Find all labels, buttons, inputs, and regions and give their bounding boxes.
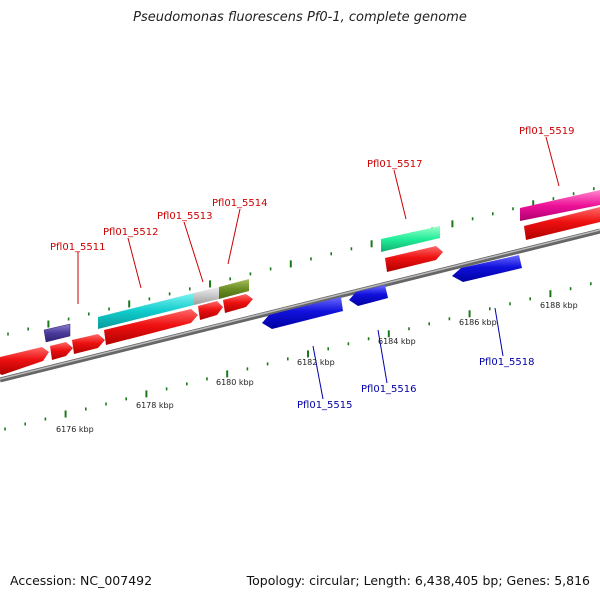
gene-feature-pfl01-5517[interactable] xyxy=(381,226,440,252)
gene-label-pfl01-5519[interactable]: Pfl01_5519 xyxy=(519,126,575,137)
gene-feature-pfl01-5513[interactable] xyxy=(194,287,219,305)
gene-label-pfl01-5518[interactable]: Pfl01_5518 xyxy=(479,357,535,368)
genome-backbone xyxy=(0,228,600,383)
cds-arrow[interactable] xyxy=(0,347,49,375)
gene-feature-pfl01-5519[interactable] xyxy=(520,190,600,221)
gene-feature[interactable] xyxy=(43,323,71,343)
gene-label-pfl01-5516[interactable]: Pfl01_5516 xyxy=(361,384,417,395)
gene-label-pfl01-5514[interactable]: Pfl01_5514 xyxy=(212,198,268,209)
scale-label: 6188 kbp xyxy=(540,301,578,310)
gene-feature-pfl01-5518[interactable] xyxy=(452,255,522,282)
scale-label: 6180 kbp xyxy=(216,378,254,387)
gene-feature-pfl01-5516[interactable] xyxy=(349,285,388,306)
reverse-features xyxy=(262,255,522,329)
scale-label: 6182 kbp xyxy=(297,358,335,367)
map-title: Pseudomonas fluorescens Pf0-1, complete … xyxy=(133,10,467,25)
forward-features xyxy=(0,190,600,375)
scale-label: 6186 kbp xyxy=(459,318,497,327)
cds-arrow[interactable] xyxy=(385,246,443,272)
reverse-tick-row xyxy=(4,282,592,431)
gene-label-pfl01-5513[interactable]: Pfl01_5513 xyxy=(157,211,213,222)
gene-label-pfl01-5517[interactable]: Pfl01_5517 xyxy=(367,159,423,170)
cds-arrow[interactable] xyxy=(104,309,198,345)
genome-summary-text: Topology: circular; Length: 6,438,405 bp… xyxy=(246,573,590,588)
gene-label-pfl01-5515[interactable]: Pfl01_5515 xyxy=(297,400,353,411)
cds-arrow[interactable] xyxy=(223,294,253,313)
cds-arrow[interactable] xyxy=(72,334,105,354)
gene-feature-pfl01-5515[interactable] xyxy=(262,297,343,329)
gene-label-pfl01-5511[interactable]: Pfl01_5511 xyxy=(50,242,106,253)
cds-arrow[interactable] xyxy=(198,301,223,320)
scale-label: 6184 kbp xyxy=(378,337,416,346)
gene-feature-pfl01-5514[interactable] xyxy=(219,279,249,299)
label-leaders xyxy=(77,136,560,400)
gene-label-pfl01-5512[interactable]: Pfl01_5512 xyxy=(103,227,159,238)
cds-arrow[interactable] xyxy=(50,342,73,360)
gene-feature-pfl01-5512[interactable] xyxy=(98,293,194,329)
scale-label: 6178 kbp xyxy=(136,401,174,410)
cds-arrow[interactable] xyxy=(524,207,600,240)
accession-text: Accession: NC_007492 xyxy=(10,573,153,588)
scale-label: 6176 kbp xyxy=(56,425,94,434)
